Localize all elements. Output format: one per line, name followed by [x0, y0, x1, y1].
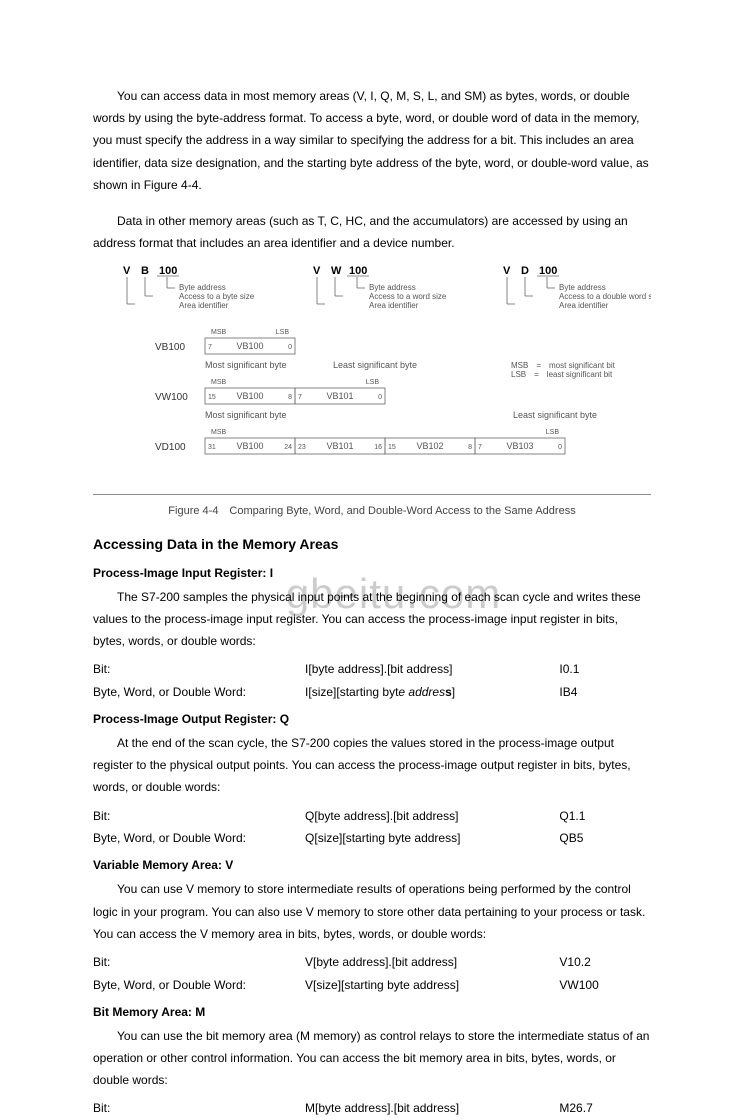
heading-input-register: Process-Image Input Register: I	[93, 562, 651, 584]
table-row: Bit:I[byte address].[bit address]I0.1	[93, 658, 651, 681]
table-input-register: Bit:I[byte address].[bit address]I0.1 By…	[93, 658, 651, 704]
svg-text:Access to a double word size: Access to a double word size	[559, 292, 651, 301]
svg-text:15: 15	[208, 394, 216, 401]
intro-para-1: You can access data in most memory areas…	[93, 85, 651, 196]
intro-para-2: Data in other memory areas (such as T, C…	[93, 210, 651, 254]
table-row: Bit:Q[byte address].[bit address]Q1.1	[93, 805, 651, 828]
svg-text:W: W	[331, 265, 342, 277]
text-input-register: The S7-200 samples the physical input po…	[93, 586, 651, 653]
svg-text:VB101: VB101	[326, 391, 353, 401]
svg-text:Most significant byte: Most significant byte	[205, 360, 287, 370]
figure-4-4: VB100Byte addressAccess to a byte sizeAr…	[93, 260, 651, 521]
svg-text:7: 7	[478, 444, 482, 451]
svg-text:VD100: VD100	[155, 442, 186, 453]
svg-text:LSB = least significant bit: LSB = least significant bit	[511, 370, 613, 379]
svg-text:MSB: MSB	[211, 329, 227, 336]
svg-text:V: V	[503, 265, 511, 277]
svg-text:31: 31	[208, 444, 216, 451]
svg-text:VW100: VW100	[155, 392, 188, 403]
text-output-register: At the end of the scan cycle, the S7-200…	[93, 732, 651, 799]
svg-text:8: 8	[468, 444, 472, 451]
svg-text:0: 0	[378, 394, 382, 401]
svg-text:Access to a word size: Access to a word size	[369, 292, 447, 301]
svg-text:Area identifier: Area identifier	[369, 301, 419, 310]
svg-text:V: V	[123, 265, 131, 277]
svg-text:VB100: VB100	[155, 342, 185, 353]
heading-vmem: Variable Memory Area: V	[93, 854, 651, 876]
table-vmem: Bit:V[byte address].[bit address]V10.2 B…	[93, 951, 651, 997]
table-row: Byte, Word, or Double Word:Q[size][start…	[93, 827, 651, 850]
svg-text:7: 7	[208, 344, 212, 351]
figure-caption: Figure 4-4 Comparing Byte, Word, and Dou…	[93, 501, 651, 521]
svg-text:LSB: LSB	[366, 379, 380, 386]
svg-text:VB100: VB100	[236, 441, 263, 451]
heading-output-register: Process-Image Output Register: Q	[93, 708, 651, 730]
svg-text:7: 7	[298, 394, 302, 401]
svg-text:100: 100	[349, 265, 367, 277]
svg-text:MSB: MSB	[211, 429, 227, 436]
svg-text:0: 0	[558, 444, 562, 451]
svg-text:Byte address: Byte address	[179, 283, 226, 292]
svg-text:16: 16	[374, 444, 382, 451]
table-row: Bit:M[byte address].[bit address]M26.7	[93, 1097, 651, 1120]
svg-text:8: 8	[288, 394, 292, 401]
svg-text:VB101: VB101	[326, 441, 353, 451]
main-heading: Accessing Data in the Memory Areas	[93, 532, 651, 558]
text-vmem: You can use V memory to store intermedia…	[93, 878, 651, 945]
text-mmem: You can use the bit memory area (M memor…	[93, 1025, 651, 1092]
svg-text:Area identifier: Area identifier	[179, 301, 229, 310]
svg-text:100: 100	[159, 265, 177, 277]
table-row: Byte, Word, or Double Word:I[size][start…	[93, 681, 651, 704]
svg-text:LSB: LSB	[276, 329, 290, 336]
table-row: Bit:V[byte address].[bit address]V10.2	[93, 951, 651, 974]
svg-text:Byte address: Byte address	[559, 283, 606, 292]
table-mmem: Bit:M[byte address].[bit address]M26.7	[93, 1097, 651, 1120]
heading-mmem: Bit Memory Area: M	[93, 1001, 651, 1023]
svg-text:VB100: VB100	[236, 391, 263, 401]
svg-text:23: 23	[298, 444, 306, 451]
svg-text:24: 24	[284, 444, 292, 451]
svg-text:MSB = most significant bit: MSB = most significant bit	[511, 361, 616, 370]
svg-text:D: D	[521, 265, 529, 277]
svg-text:15: 15	[388, 444, 396, 451]
svg-text:Least significant byte: Least significant byte	[513, 410, 597, 420]
svg-text:Least significant byte: Least significant byte	[333, 360, 417, 370]
svg-text:VB102: VB102	[416, 441, 443, 451]
svg-text:100: 100	[539, 265, 557, 277]
svg-text:V: V	[313, 265, 321, 277]
svg-text:MSB: MSB	[211, 379, 227, 386]
svg-text:Byte address: Byte address	[369, 283, 416, 292]
svg-text:VB100: VB100	[236, 341, 263, 351]
svg-text:Most significant byte: Most significant byte	[205, 410, 287, 420]
svg-text:LSB: LSB	[546, 429, 560, 436]
table-row: Byte, Word, or Double Word:V[size][start…	[93, 974, 651, 997]
table-output-register: Bit:Q[byte address].[bit address]Q1.1 By…	[93, 805, 651, 851]
svg-text:VB103: VB103	[506, 441, 533, 451]
svg-text:B: B	[141, 265, 149, 277]
svg-text:Area identifier: Area identifier	[559, 301, 609, 310]
svg-text:Access to a byte size: Access to a byte size	[179, 292, 255, 301]
svg-text:0: 0	[288, 344, 292, 351]
